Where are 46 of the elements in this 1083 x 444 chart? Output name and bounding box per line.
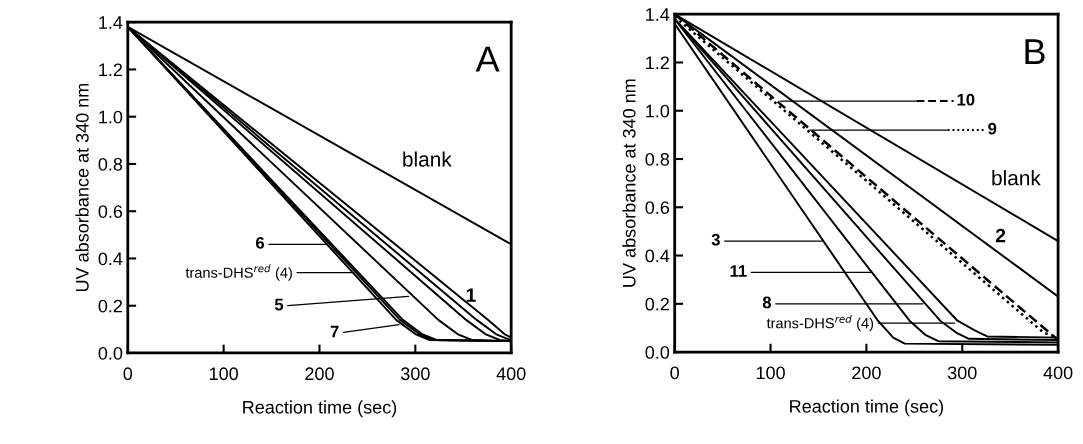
x-tick-label: 300 [400, 367, 430, 381]
annotation: trans-DHS$^{red}$ (4) [185, 264, 292, 281]
annotation: 9 [988, 122, 997, 135]
annotation: 8 [762, 296, 772, 309]
y-tick-label: 0.0 [98, 346, 123, 360]
x-tick-label: 100 [756, 366, 785, 380]
annotation: blank [403, 151, 452, 167]
annotation: A [475, 46, 500, 72]
y-tick-label: 0.6 [98, 205, 123, 218]
annotation: 7 [330, 325, 339, 338]
annotation: 6 [255, 236, 265, 249]
x-tick-label: 300 [947, 366, 977, 380]
annotation: blank [992, 170, 1041, 186]
y-tick-label: 1.4 [646, 8, 670, 21]
x-tick-label: 200 [305, 367, 334, 381]
y-tick-label: 0.0 [645, 346, 670, 359]
x-tick-label: 400 [1043, 366, 1073, 380]
x-tick-label: 200 [852, 366, 881, 380]
y-tick-label: 0.2 [645, 297, 669, 311]
y-tick-label: 0.4 [98, 252, 123, 266]
y-axis-title: UV absorbance at 340 nm [622, 79, 636, 287]
annotation: 3 [711, 233, 720, 246]
y-tick-label: 0.8 [98, 157, 123, 171]
x-axis-title: Reaction time (sec) [243, 400, 397, 418]
y-tick-label: 0.8 [645, 152, 670, 166]
y-tick-label: 1.0 [646, 104, 670, 118]
annotation: 1 [466, 288, 476, 302]
y-tick-label: 1.0 [99, 110, 123, 124]
x-tick-label: 100 [209, 367, 238, 381]
y-tick-label: 1.2 [646, 56, 669, 70]
y-tick-label: 0.2 [98, 299, 123, 313]
annotation: trans-DHS$^{red}$ (4) [766, 314, 874, 332]
annotation: 10 [957, 93, 975, 106]
y-axis-title: UV absorbance at 340 nm [75, 83, 89, 292]
y-tick-label: 1.2 [99, 63, 123, 76]
annotation: 5 [274, 298, 284, 311]
x-tick-label: 400 [496, 367, 526, 381]
annotation: 2 [995, 228, 1006, 243]
x-tick-label: 0 [670, 366, 680, 380]
x-tick-label: 0 [123, 367, 133, 381]
y-tick-label: 1.4 [99, 16, 123, 29]
annotation: B [1025, 39, 1045, 65]
y-tick-label: 0.4 [645, 249, 670, 263]
x-axis-title: Reaction time (sec) [790, 399, 944, 417]
annotation: 11 [730, 265, 747, 277]
y-tick-label: 0.6 [645, 201, 670, 214]
